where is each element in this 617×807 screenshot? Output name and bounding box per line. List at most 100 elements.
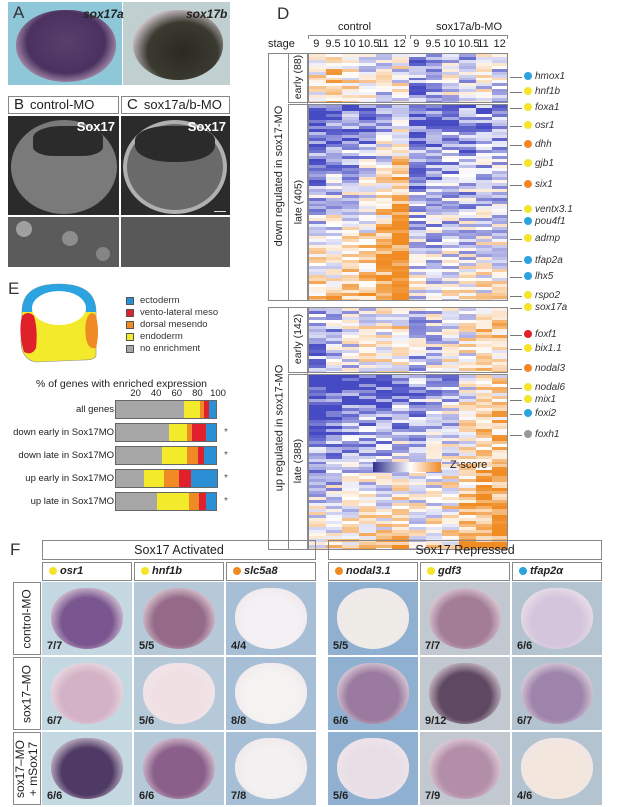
heatmap-cell [392, 71, 410, 76]
heatmap-cell [475, 377, 493, 382]
heatmap-cell [459, 62, 477, 67]
heatmap-cell [309, 203, 327, 207]
condition-label-control: control [338, 21, 372, 33]
heatmap-cell [309, 452, 327, 457]
heatmap-cell [342, 515, 360, 519]
heatmap-cell [309, 179, 327, 184]
heatmap-cell [392, 152, 410, 157]
heatmap-cell [459, 287, 477, 291]
heatmap-cell [475, 512, 493, 516]
heatmap-cell [359, 224, 377, 228]
heatmap-cell [475, 152, 493, 157]
bar-segment-endoderm [162, 446, 188, 465]
heatmap-cell [359, 464, 377, 468]
heatmap-cell [392, 149, 410, 154]
heatmap-cell [359, 329, 377, 333]
heatmap-cell [459, 398, 477, 403]
heatmap-cell [375, 344, 393, 348]
heatmap-cell [359, 173, 377, 178]
heatmap-cell [442, 170, 460, 175]
x-tick-label: 100 [210, 388, 226, 399]
heatmap-cell [409, 89, 427, 93]
heatmap-cell [409, 500, 427, 504]
gene-name: six1 [535, 179, 553, 190]
heatmap-cell [459, 464, 477, 468]
heatmap-cell [475, 218, 493, 222]
heatmap-cell [442, 296, 460, 300]
heatmap-cell [409, 92, 427, 96]
heatmap-cell [375, 239, 393, 243]
heatmap-cell [459, 335, 477, 339]
heatmap-cell [392, 389, 410, 394]
heatmap-cell [325, 311, 343, 315]
heatmap-cell [392, 89, 410, 93]
heatmap-cell [375, 128, 393, 133]
heatmap-cell [375, 170, 393, 175]
heatmap-cell [475, 506, 493, 510]
heatmap-cell [442, 416, 460, 421]
heatmap-cell [459, 392, 477, 397]
heatmap-cell [325, 476, 343, 480]
heatmap-cell [309, 128, 327, 133]
heatmap-cell [359, 98, 377, 102]
heatmap-cell [359, 467, 377, 471]
heatmap-cell [475, 500, 493, 504]
heatmap-cell [492, 263, 507, 267]
heatmap-cell [342, 530, 360, 534]
embryo [429, 587, 501, 650]
heatmap-cell [325, 389, 343, 394]
heatmap-cell [375, 407, 393, 412]
heatmap-cell [459, 320, 477, 324]
heatmap-cell [425, 152, 443, 157]
zscore-colorbar [373, 462, 441, 472]
heatmap-cell [425, 221, 443, 225]
heatmap-cell [359, 293, 377, 297]
embryo [337, 662, 409, 725]
heatmap-cell [425, 428, 443, 433]
heatmap-cell [425, 89, 443, 93]
heatmap-cell [475, 380, 493, 385]
heatmap-cell [375, 95, 393, 99]
heatmap-cell [309, 161, 327, 166]
gene-category-dot [524, 303, 532, 311]
gene-leader-line [510, 261, 522, 262]
gene-leader-line [510, 126, 522, 127]
gene-label: dhh [524, 139, 552, 150]
heatmap-cell [442, 524, 460, 528]
bar-edge [115, 423, 116, 442]
heatmap-cell [375, 101, 393, 102]
heatmap-cell [459, 440, 477, 445]
heatmap-cell [459, 221, 477, 225]
heatmap-cell [359, 527, 377, 531]
heatmap-cell [492, 230, 507, 234]
heatmap-cell [309, 251, 327, 255]
heatmap-cell [392, 323, 410, 327]
heatmap-cell [475, 239, 493, 243]
heatmap-cell [475, 56, 493, 61]
heatmap-cell [475, 278, 493, 282]
heatmap-cell [342, 395, 360, 400]
heatmap-cell [409, 146, 427, 151]
heatmap-cell [459, 323, 477, 327]
heatmap-cell [325, 287, 343, 291]
heatmap-cell [325, 356, 343, 360]
heatmap-cell [342, 59, 360, 64]
heatmap-cell [492, 383, 507, 388]
heatmap-cell [409, 119, 427, 124]
heatmap-cell [392, 167, 410, 172]
heatmap-cell [359, 74, 377, 79]
heatmap-cell [425, 422, 443, 427]
heatmap-cell [442, 293, 460, 297]
heatmap-cell [392, 263, 410, 267]
heatmap-cell [392, 341, 410, 345]
heatmap-cell [342, 440, 360, 445]
heatmap-cell [475, 179, 493, 184]
heatmap-cell [492, 254, 507, 258]
heatmap-cell [342, 392, 360, 397]
heatmap-cell [492, 335, 507, 339]
heatmap-cell [375, 65, 393, 70]
gene-label: pou4f1 [524, 216, 566, 227]
heatmap-cell [359, 452, 377, 457]
blastocoel [32, 291, 86, 325]
heatmap-cell [475, 227, 493, 231]
